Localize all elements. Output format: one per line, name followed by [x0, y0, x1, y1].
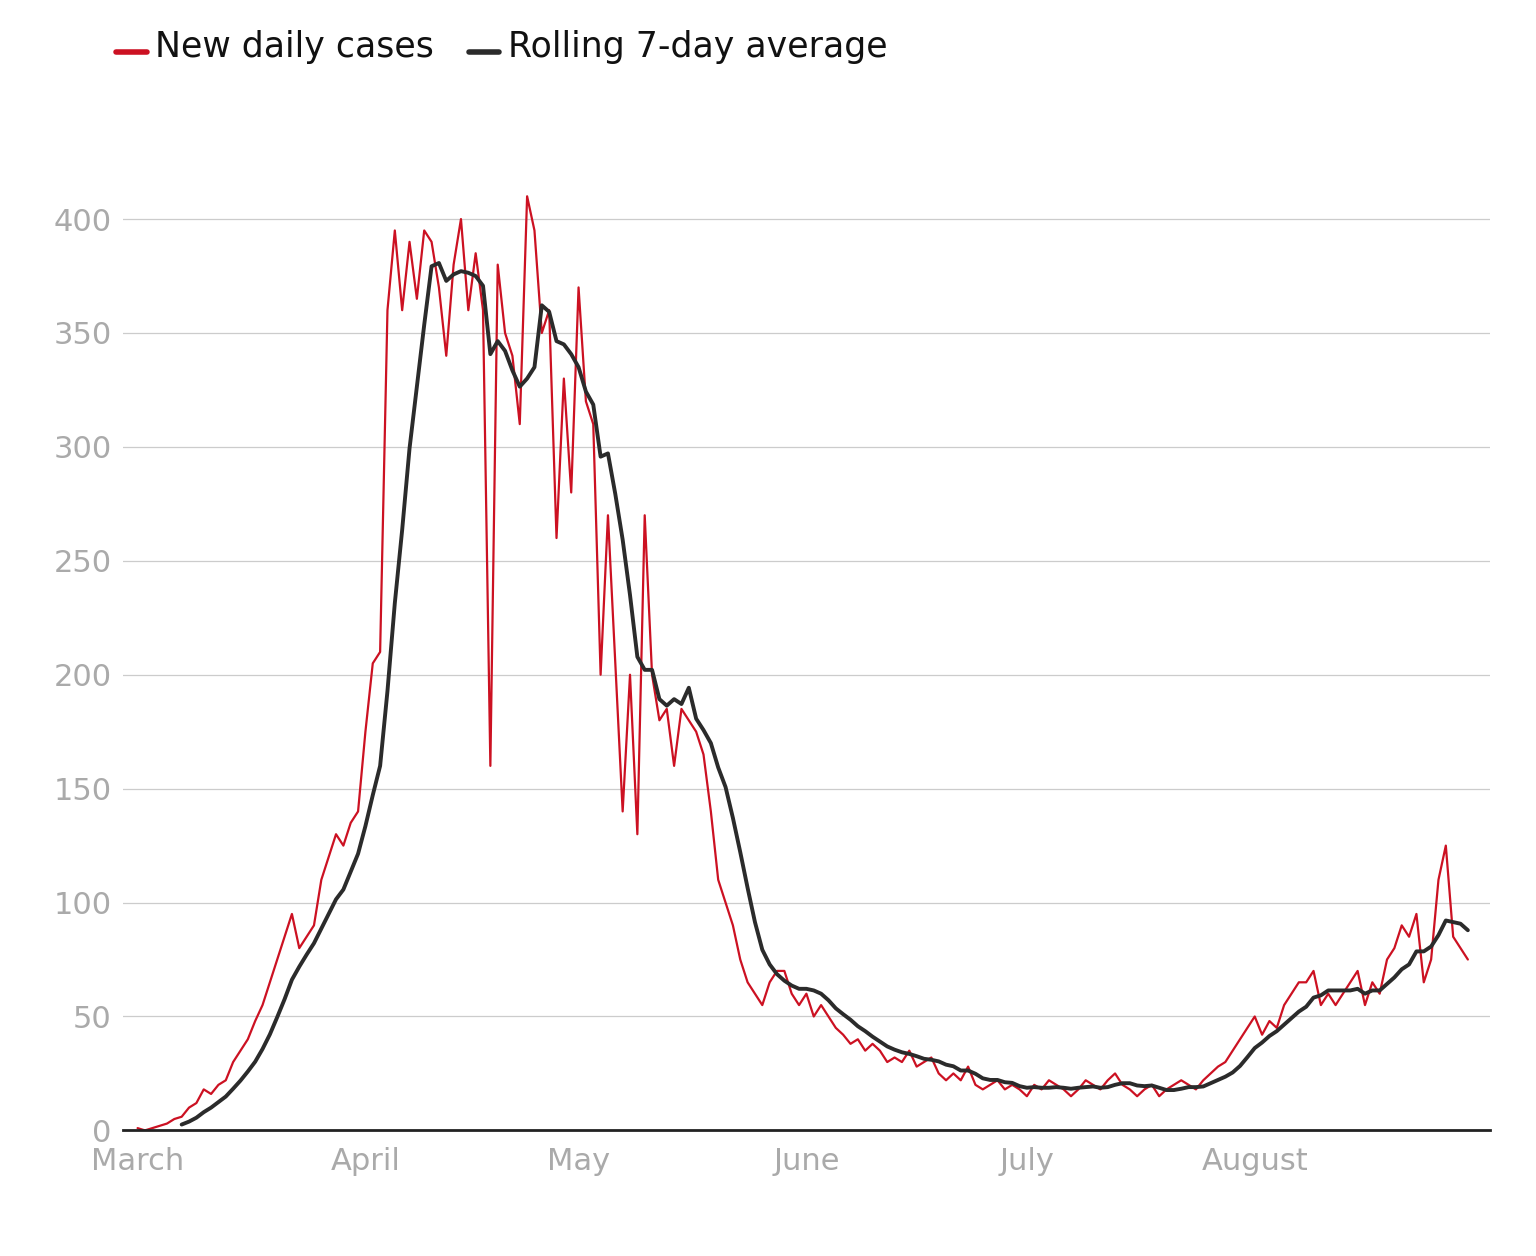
New daily cases [995, 1081, 1014, 1096]
Rolling 7-day average [570, 359, 588, 374]
New daily cases [518, 188, 536, 203]
Line: New daily cases: New daily cases [138, 196, 1468, 1130]
New daily cases [584, 417, 602, 432]
Rolling 7-day average [665, 692, 684, 707]
Line: Rolling 7-day average: Rolling 7-day average [181, 263, 1468, 1124]
New daily cases [129, 1120, 147, 1135]
New daily cases [1459, 952, 1478, 967]
Rolling 7-day average [1459, 923, 1478, 938]
New daily cases [813, 997, 831, 1012]
New daily cases [135, 1123, 154, 1138]
New daily cases [746, 986, 765, 1001]
Rolling 7-day average [797, 981, 816, 996]
Rolling 7-day average [790, 981, 808, 996]
New daily cases [679, 712, 697, 727]
Legend: New daily cases, Rolling 7-day average: New daily cases, Rolling 7-day average [117, 30, 888, 64]
New daily cases [805, 1009, 823, 1024]
Rolling 7-day average [731, 844, 750, 859]
Rolling 7-day average [982, 1073, 1000, 1088]
